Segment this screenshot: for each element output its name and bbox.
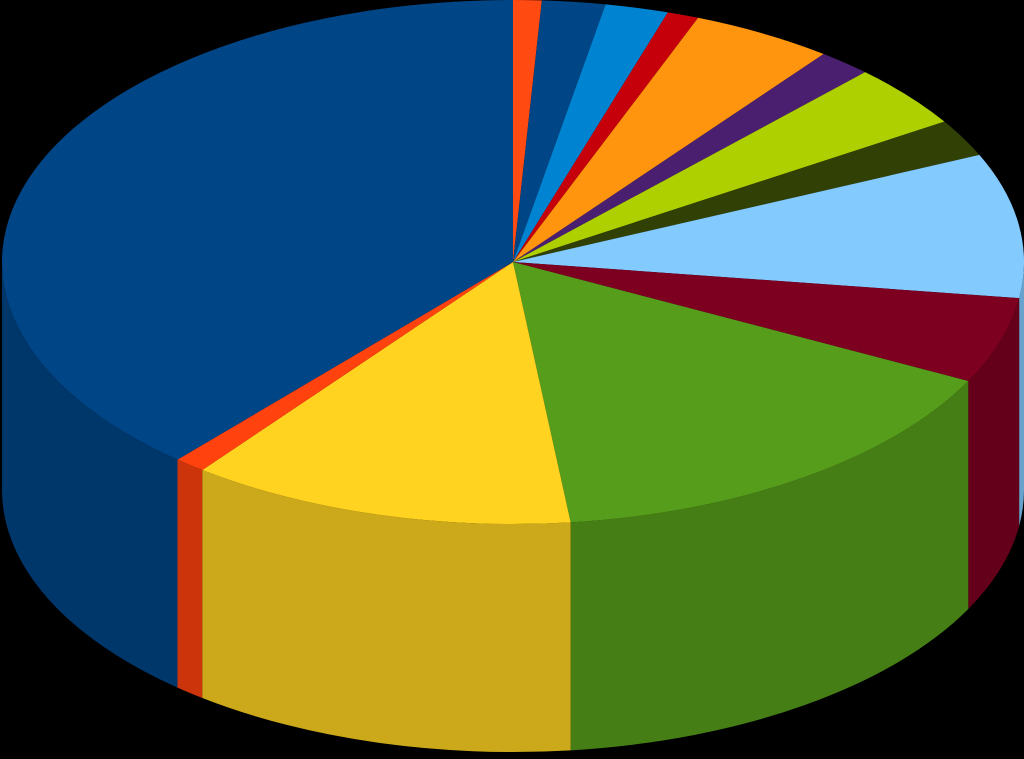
pie-slice-8 — [513, 121, 980, 263]
pie-slice-side-13 — [177, 459, 203, 699]
pie-slice-2 — [513, 0, 606, 263]
pie-slice-9 — [513, 154, 1024, 299]
pie-slice-12 — [202, 262, 571, 524]
pie-slice-6 — [513, 53, 866, 262]
pie-slice-side-10 — [968, 298, 1020, 609]
pie-slice-side-14 — [2, 262, 178, 688]
pie-slice-3 — [513, 4, 668, 263]
pie-slice-14 — [1, 0, 513, 460]
pie-slice-side-12 — [202, 470, 571, 752]
pie-slice-11 — [513, 262, 969, 523]
pie-slice-side-11 — [570, 380, 969, 751]
pie-slice-1 — [513, 0, 542, 262]
pie-slice-5 — [513, 17, 824, 263]
pie-slice-4 — [513, 12, 699, 262]
pie-slice-10 — [513, 262, 1020, 381]
pie-slice-13 — [177, 262, 513, 471]
pie-slice-side-9 — [1019, 262, 1024, 527]
pie-slice-7 — [513, 72, 945, 263]
